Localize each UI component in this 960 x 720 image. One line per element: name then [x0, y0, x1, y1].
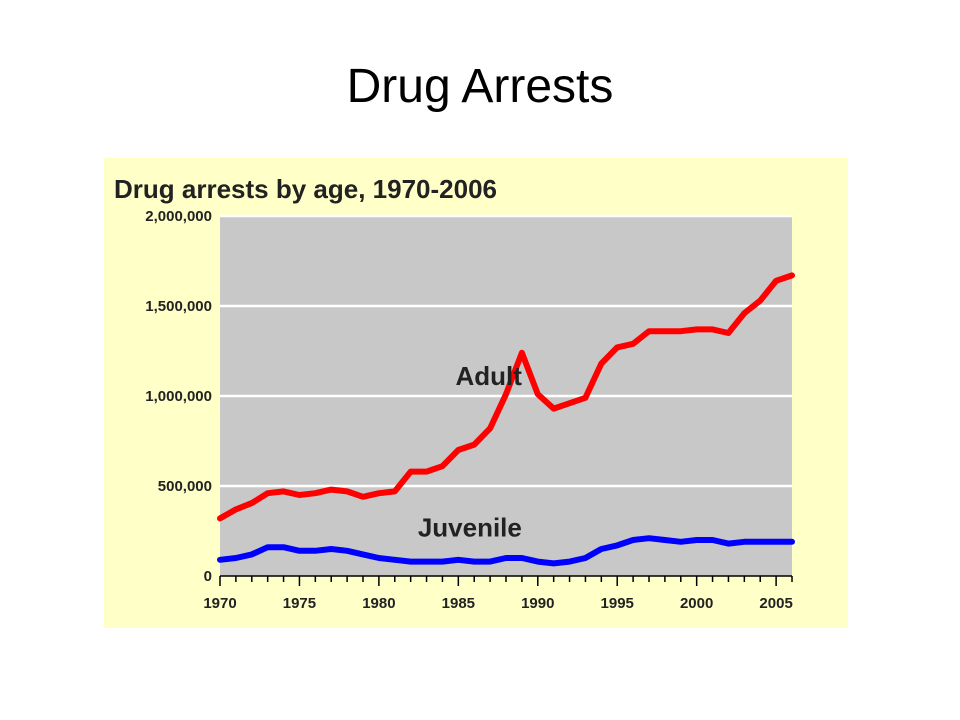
chart-title: Drug arrests by age, 1970-2006: [114, 174, 497, 204]
y-tick-label: 0: [204, 568, 212, 585]
line-chart: Drug arrests by age, 1970-2006 0 500,000 1…: [104, 158, 848, 628]
x-axis: 1970 1975 1980 1985 1990 1995 2000 2005: [203, 575, 793, 612]
y-tick-label: 2,000,000: [145, 208, 212, 225]
series-label-adult: Adult: [455, 361, 522, 391]
y-axis: 0 500,000 1,000,000 1,500,000 2,000,000: [145, 208, 212, 585]
x-tick-label: 2000: [680, 595, 713, 612]
slide-title: Drug Arrests: [346, 60, 614, 113]
x-tick-label: 1980: [362, 595, 395, 612]
series-line-adult: [217, 272, 795, 522]
y-tick-label: 1,000,000: [145, 388, 212, 405]
x-tick-label: 1970: [203, 595, 236, 612]
series-labels: Adult Juvenile: [418, 361, 522, 542]
x-tick-label: 1995: [601, 595, 634, 612]
y-tick-label: 1,500,000: [145, 298, 212, 315]
series-line-juvenile: [217, 535, 795, 567]
series-label-juvenile: Juvenile: [418, 512, 522, 542]
x-tick-label: 1985: [442, 595, 475, 612]
chart-panel: Drug arrests by age, 1970-2006 0 500,000 1…: [104, 158, 848, 628]
series-group: [217, 272, 795, 567]
y-tick-label: 500,000: [158, 478, 212, 495]
gridlines: [220, 214, 792, 488]
x-tick-label: 2005: [759, 595, 792, 612]
x-tick-label: 1975: [283, 595, 316, 612]
x-tick-label: 1990: [521, 595, 554, 612]
